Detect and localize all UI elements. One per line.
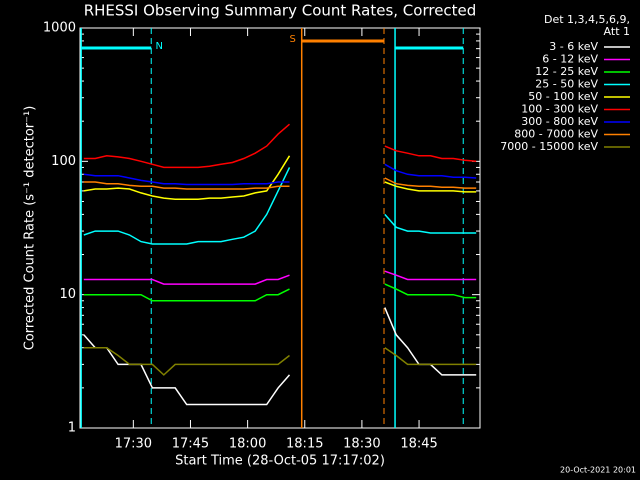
x-tick-label: 17:30 bbox=[115, 437, 152, 452]
footer: 20-Oct-2021 20:01 bbox=[560, 466, 636, 475]
legend-label: 50 - 100 keV bbox=[528, 90, 598, 103]
legend-label: 100 - 300 keV bbox=[521, 103, 598, 116]
legend-label: 3 - 6 keV bbox=[549, 40, 598, 53]
y-axis-label: Corrected Count Rate (s⁻¹ detector⁻¹) bbox=[23, 106, 38, 351]
legend-label: 800 - 7000 keV bbox=[514, 128, 598, 141]
series-line bbox=[83, 346, 477, 376]
interval-label: N bbox=[155, 41, 162, 52]
series-line bbox=[83, 155, 477, 200]
y-tick-label: 10 bbox=[59, 287, 76, 302]
y-tick-label: 100 bbox=[51, 154, 76, 169]
series-line bbox=[83, 167, 477, 245]
y-tick-label: 1 bbox=[68, 421, 76, 436]
legend-label: 7000 - 15000 keV bbox=[500, 140, 598, 153]
x-tick-label: 18:00 bbox=[229, 437, 266, 452]
series-line bbox=[83, 283, 477, 302]
legend-header: Det 1,3,4,5,6,9, bbox=[544, 13, 630, 26]
x-tick-label: 18:45 bbox=[400, 437, 437, 452]
chart-title: RHESSI Observing Summary Count Rates, Co… bbox=[84, 2, 477, 20]
legend-header: Att 1 bbox=[604, 25, 630, 38]
x-axis-label: Start Time (28-Oct-05 17:17:02) bbox=[175, 454, 385, 469]
series-line bbox=[83, 123, 477, 169]
x-tick-label: 18:15 bbox=[286, 437, 323, 452]
series-line bbox=[83, 177, 477, 190]
y-tick-label: 1000 bbox=[43, 21, 76, 36]
interval-label: S bbox=[290, 34, 296, 45]
plot-frame bbox=[79, 27, 481, 429]
series-line bbox=[83, 163, 477, 186]
legend-label: 300 - 800 keV bbox=[521, 115, 598, 128]
series-line bbox=[83, 307, 477, 406]
x-tick-label: 18:30 bbox=[343, 437, 380, 452]
x-tick-label: 17:45 bbox=[172, 437, 209, 452]
series-line bbox=[83, 270, 477, 285]
legend-label: 6 - 12 keV bbox=[542, 53, 598, 66]
legend-label: 12 - 25 keV bbox=[535, 65, 598, 78]
legend-label: 25 - 50 keV bbox=[535, 78, 598, 91]
